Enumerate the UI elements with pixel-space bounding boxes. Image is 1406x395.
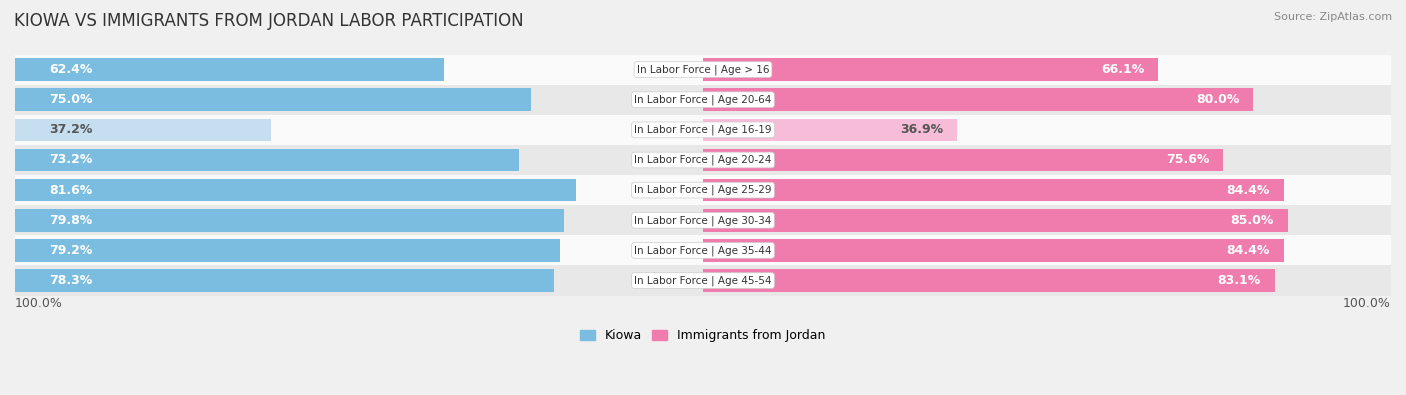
Bar xyxy=(15,209,564,231)
Text: 79.2%: 79.2% xyxy=(49,244,93,257)
Bar xyxy=(703,88,1253,111)
Bar xyxy=(703,58,1157,81)
Text: 75.6%: 75.6% xyxy=(1166,154,1209,167)
Text: 79.8%: 79.8% xyxy=(49,214,93,227)
Bar xyxy=(703,179,1284,201)
Bar xyxy=(15,149,519,171)
Text: 62.4%: 62.4% xyxy=(49,63,93,76)
Bar xyxy=(703,209,1288,231)
Text: KIOWA VS IMMIGRANTS FROM JORDAN LABOR PARTICIPATION: KIOWA VS IMMIGRANTS FROM JORDAN LABOR PA… xyxy=(14,12,523,30)
Bar xyxy=(15,179,576,201)
Bar xyxy=(15,265,1391,295)
Text: 84.4%: 84.4% xyxy=(1226,244,1270,257)
Bar xyxy=(15,88,531,111)
Bar xyxy=(15,115,1391,145)
Bar xyxy=(15,85,1391,115)
Bar xyxy=(15,118,271,141)
Bar xyxy=(15,205,1391,235)
Text: 83.1%: 83.1% xyxy=(1218,274,1261,287)
Text: 78.3%: 78.3% xyxy=(49,274,93,287)
Text: In Labor Force | Age 35-44: In Labor Force | Age 35-44 xyxy=(634,245,772,256)
Text: 66.1%: 66.1% xyxy=(1101,63,1144,76)
Text: In Labor Force | Age 25-29: In Labor Force | Age 25-29 xyxy=(634,185,772,196)
Bar xyxy=(703,118,957,141)
Bar xyxy=(703,239,1284,262)
Text: Source: ZipAtlas.com: Source: ZipAtlas.com xyxy=(1274,12,1392,22)
Text: 85.0%: 85.0% xyxy=(1230,214,1274,227)
Bar xyxy=(15,58,444,81)
Bar xyxy=(15,239,560,262)
Text: 36.9%: 36.9% xyxy=(900,123,943,136)
Text: In Labor Force | Age > 16: In Labor Force | Age > 16 xyxy=(637,64,769,75)
Bar xyxy=(703,269,1275,292)
Text: 100.0%: 100.0% xyxy=(1343,297,1391,310)
Text: In Labor Force | Age 30-34: In Labor Force | Age 30-34 xyxy=(634,215,772,226)
Text: 75.0%: 75.0% xyxy=(49,93,93,106)
Bar xyxy=(15,175,1391,205)
Text: 84.4%: 84.4% xyxy=(1226,184,1270,197)
Text: 37.2%: 37.2% xyxy=(49,123,93,136)
Text: In Labor Force | Age 45-54: In Labor Force | Age 45-54 xyxy=(634,275,772,286)
Text: 100.0%: 100.0% xyxy=(15,297,63,310)
Legend: Kiowa, Immigrants from Jordan: Kiowa, Immigrants from Jordan xyxy=(581,329,825,342)
Bar xyxy=(15,55,1391,85)
Text: 81.6%: 81.6% xyxy=(49,184,93,197)
Text: In Labor Force | Age 20-64: In Labor Force | Age 20-64 xyxy=(634,94,772,105)
Text: 73.2%: 73.2% xyxy=(49,154,93,167)
Bar xyxy=(15,235,1391,265)
Text: In Labor Force | Age 16-19: In Labor Force | Age 16-19 xyxy=(634,124,772,135)
Bar xyxy=(15,145,1391,175)
Text: 80.0%: 80.0% xyxy=(1197,93,1240,106)
Text: In Labor Force | Age 20-24: In Labor Force | Age 20-24 xyxy=(634,155,772,165)
Bar xyxy=(703,149,1223,171)
Bar xyxy=(15,269,554,292)
